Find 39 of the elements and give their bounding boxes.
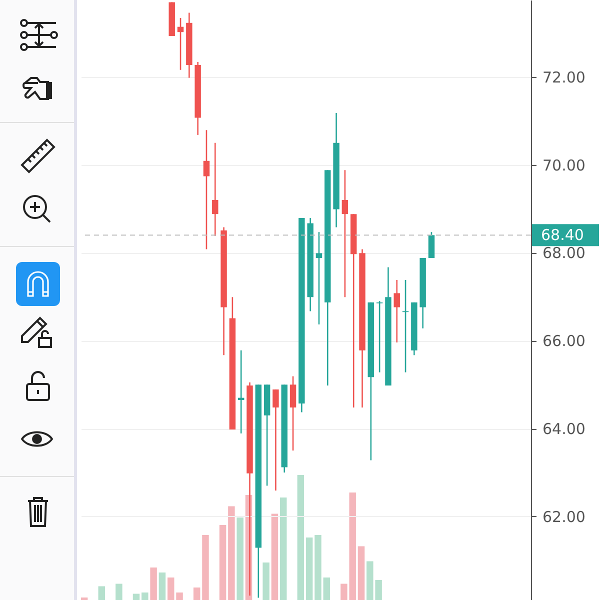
bar — [271, 514, 278, 600]
bar — [323, 578, 330, 600]
bar — [116, 584, 122, 600]
bar — [202, 535, 209, 600]
bar — [132, 594, 140, 600]
bar — [297, 475, 304, 600]
y-tick-label: 62.00 — [542, 508, 586, 526]
bar — [167, 578, 174, 600]
candlestick — [342, 169, 348, 298]
candlestick — [394, 279, 400, 344]
y-tick-label: 72.00 — [542, 68, 586, 86]
bar — [314, 535, 322, 600]
bar — [280, 498, 287, 600]
y-tick-label: 68.00 — [542, 244, 586, 262]
bar — [142, 592, 148, 600]
candlestick — [177, 17, 184, 71]
candlestick — [290, 376, 296, 452]
bar — [228, 506, 235, 600]
y-tick-label: 70.00 — [542, 156, 586, 174]
bar — [306, 538, 313, 600]
bar — [262, 562, 270, 600]
candlestick — [428, 231, 435, 259]
candlestick — [212, 142, 218, 237]
y-tick-label: 66.00 — [542, 332, 586, 350]
candlestick — [316, 231, 322, 326]
y-tick-label: 64.00 — [542, 420, 586, 438]
candlestick — [272, 388, 279, 492]
ref-line-label: 68.40 — [541, 226, 584, 244]
bar — [219, 525, 226, 600]
candlestick — [376, 300, 383, 373]
bar — [193, 588, 200, 600]
bar — [158, 572, 166, 600]
candlestick — [402, 279, 409, 373]
bar — [176, 592, 183, 600]
bar — [150, 568, 157, 600]
bar — [98, 586, 106, 600]
candlestick — [203, 129, 210, 250]
bar — [358, 546, 365, 600]
bar — [236, 518, 244, 600]
